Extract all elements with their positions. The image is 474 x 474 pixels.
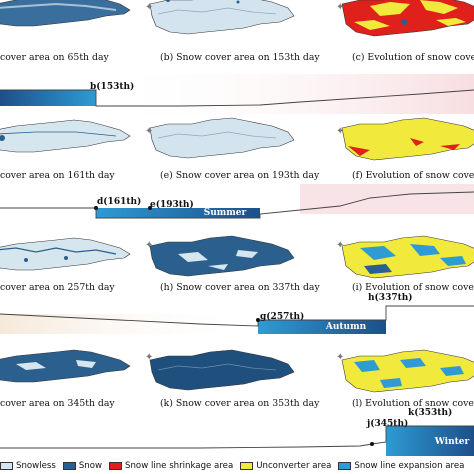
map-b	[149, 0, 295, 35]
point-marker-g	[256, 318, 260, 322]
north-arrow-e: ✦	[145, 126, 154, 137]
north-arrow-b: ✦	[145, 2, 154, 13]
caption-l: (l) Evolution of snow cover	[352, 398, 474, 409]
caption-e: (e) Snow cover area on 193th day	[160, 170, 320, 181]
caption-d: cover area on 161th day	[0, 170, 115, 181]
season-label-winter: Winter	[434, 437, 470, 447]
legend-item-snow: Snow	[62, 461, 103, 471]
map-h	[149, 235, 295, 277]
legend-label-snow: Snow	[78, 461, 103, 471]
point-label-j: j(345th)	[367, 419, 409, 429]
map-j	[0, 349, 131, 383]
caption-b: (b) Snow cover area on 153th day	[160, 52, 320, 63]
north-arrow-h: ✦	[145, 240, 154, 251]
swatch-expansion	[338, 462, 352, 470]
north-arrow-l: ✦	[336, 352, 345, 363]
legend-item-unconverter: Unconverter area	[240, 461, 331, 471]
point-marker-e	[148, 206, 152, 210]
point-marker-d	[94, 206, 98, 210]
legend-item-snowless: Snowless	[0, 461, 56, 471]
timeline-1	[0, 74, 474, 114]
caption-j: cover area on 345th day	[0, 398, 115, 409]
point-label-e: e(193th)	[150, 200, 194, 210]
map-a	[0, 0, 131, 27]
map-c	[341, 0, 474, 37]
caption-i: (i) Evolution of snow cover	[352, 282, 474, 293]
legend: Snowless Snow Snow line shrinkage area U…	[0, 458, 474, 474]
map-k	[149, 349, 295, 391]
map-i	[341, 235, 474, 279]
caption-h: (h) Snow cover area on 337th day	[160, 282, 320, 293]
timeline-3	[0, 305, 474, 334]
swatch-snowless	[0, 462, 13, 470]
legend-label-snowless: Snowless	[16, 461, 56, 471]
caption-f: (f) Evolution of snow cover	[352, 170, 474, 181]
legend-label-expansion: Snow line expansion area	[354, 461, 465, 471]
map-f	[341, 117, 474, 161]
legend-item-shrinkage: Snow line shrinkage area	[109, 461, 233, 471]
swatch-snow	[62, 462, 76, 470]
caption-a: cover area on 65th day	[0, 52, 109, 63]
north-arrow-c: ✦	[336, 2, 345, 13]
timeline-4	[0, 425, 474, 456]
swatch-shrinkage	[109, 462, 123, 470]
season-label-autumn: Autumn	[325, 322, 367, 332]
map-g	[0, 237, 131, 271]
point-label-g: g(257th)	[260, 312, 305, 322]
point-label-h: h(337th)	[368, 293, 413, 303]
point-label-d: d(161th)	[97, 197, 142, 207]
legend-label-shrinkage: Snow line shrinkage area	[125, 461, 234, 471]
caption-k: (k) Snow cover area on 353th day	[160, 398, 320, 409]
caption-g: cover area on 257th day	[0, 282, 115, 293]
caption-c: (c) Evolution of snow cover	[352, 52, 474, 63]
swatch-unconverter	[240, 462, 254, 470]
legend-label-unconverter: Unconverter area	[256, 461, 332, 471]
legend-item-expansion: Snow line expansion area	[338, 461, 464, 471]
map-l	[341, 349, 474, 393]
point-label-b: b(153th)	[90, 82, 135, 92]
north-arrow-f: ✦	[336, 126, 345, 137]
north-arrow-k: ✦	[145, 352, 154, 363]
north-arrow-i: ✦	[336, 240, 345, 251]
map-e	[149, 117, 295, 159]
point-marker-j	[370, 442, 374, 446]
point-label-k: k(353th)	[408, 408, 453, 418]
map-d	[0, 119, 131, 153]
season-label-summer: Summer	[203, 208, 247, 218]
timeline-2	[0, 184, 474, 219]
